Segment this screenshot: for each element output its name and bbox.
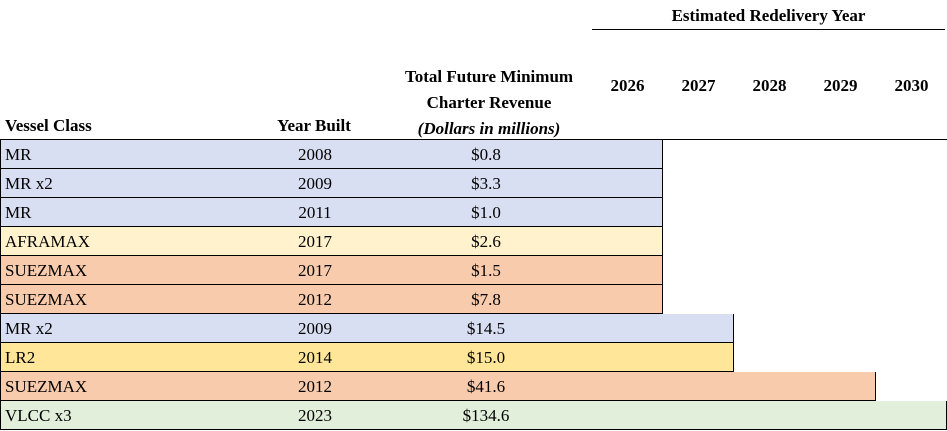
year-header-2029: 2029 xyxy=(823,76,858,95)
revenue-cell: $15.0 xyxy=(466,348,506,367)
year-built-cell: 2023 xyxy=(298,406,332,425)
table-row: MR x2 2009 $14.5 xyxy=(0,314,734,343)
group-header-underline xyxy=(592,29,945,30)
vessel-class-cell: MR x2 xyxy=(5,319,53,338)
year-built-cell: 2011 xyxy=(298,203,332,222)
vessel-class-cell: MR xyxy=(5,203,32,222)
year-built-header: Year Built xyxy=(277,116,351,135)
revenue-header-units: (Dollars in millions) xyxy=(417,119,561,138)
vessel-class-cell: MR x2 xyxy=(5,174,53,193)
revenue-header-line1: Total Future Minimum xyxy=(404,67,574,86)
revenue-cell: $3.3 xyxy=(471,174,501,193)
revenue-cell: $14.5 xyxy=(466,319,506,338)
vessel-class-cell: LR2 xyxy=(5,348,36,367)
year-header-2028: 2028 xyxy=(752,76,787,95)
table-row: SUEZMAX 2012 $7.8 xyxy=(0,285,663,314)
table-row: VLCC x3 2023 $134.6 xyxy=(0,401,947,430)
year-built-cell: 2008 xyxy=(298,145,332,164)
year-built-cell: 2017 xyxy=(298,232,332,251)
table-row: MR x2 2009 $3.3 xyxy=(0,169,663,198)
revenue-header-line2: Charter Revenue xyxy=(426,93,552,112)
vessel-class-cell: SUEZMAX xyxy=(5,261,88,280)
year-built-cell: 2012 xyxy=(298,377,332,396)
year-header-2030: 2030 xyxy=(894,76,929,95)
year-built-cell: 2017 xyxy=(298,261,332,280)
vessel-class-cell: MR xyxy=(5,145,32,164)
year-built-cell: 2014 xyxy=(298,348,332,367)
year-header-2027: 2027 xyxy=(681,76,716,95)
revenue-cell: $1.5 xyxy=(471,261,501,280)
revenue-cell: $0.8 xyxy=(471,145,501,164)
table-row: MR 2008 $0.8 xyxy=(0,139,663,169)
table-row: AFRAMAX 2017 $2.6 xyxy=(0,227,663,256)
vessel-class-cell: SUEZMAX xyxy=(5,290,88,309)
table-row: SUEZMAX 2017 $1.5 xyxy=(0,256,663,285)
revenue-cell: $1.0 xyxy=(471,203,501,222)
table-row: SUEZMAX 2012 $41.6 xyxy=(0,372,876,401)
revenue-cell: $7.8 xyxy=(471,290,501,309)
year-header-2026: 2026 xyxy=(610,76,645,95)
revenue-header: Total Future Minimum Charter Revenue (Do… xyxy=(380,64,598,142)
vessel-class-cell: SUEZMAX xyxy=(5,377,88,396)
redelivery-year-group-header: Estimated Redelivery Year xyxy=(671,6,866,25)
vessel-class-cell: VLCC x3 xyxy=(5,406,72,425)
table-row: MR 2011 $1.0 xyxy=(0,198,663,227)
vessel-class-cell: AFRAMAX xyxy=(5,232,91,251)
revenue-cell: $2.6 xyxy=(471,232,501,251)
table-row: LR2 2014 $15.0 xyxy=(0,343,734,372)
year-built-cell: 2012 xyxy=(298,290,332,309)
year-built-cell: 2009 xyxy=(298,319,332,338)
vessel-class-header: Vessel Class xyxy=(5,116,92,135)
revenue-cell: $41.6 xyxy=(466,377,506,396)
revenue-cell: $134.6 xyxy=(462,406,510,425)
year-built-cell: 2009 xyxy=(298,174,332,193)
